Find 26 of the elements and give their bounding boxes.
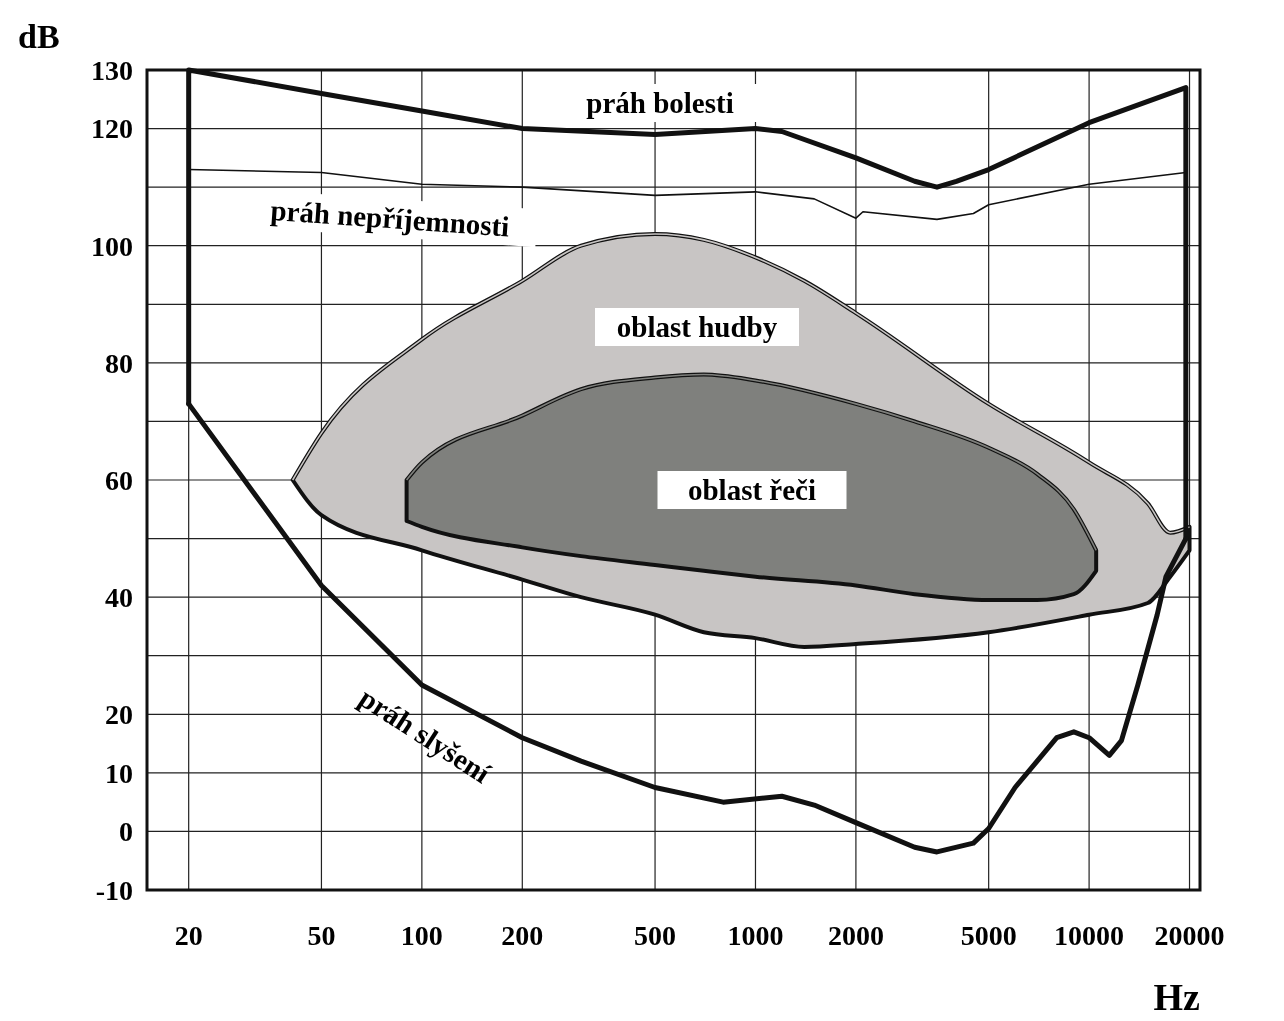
- x-tick-label: 20: [174, 920, 203, 951]
- annotation: oblast hudby: [616, 311, 778, 344]
- y-tick-label: 80: [105, 347, 133, 379]
- x-tick-label: 50: [307, 920, 336, 951]
- x-tick-label: 2000: [827, 920, 884, 951]
- y-tick-label: 20: [105, 699, 133, 731]
- x-tick-label: 200: [501, 920, 544, 951]
- x-tick-label: 5000: [960, 920, 1017, 951]
- x-tick-label: 100: [400, 920, 443, 951]
- y-tick-label: -10: [95, 874, 133, 906]
- x-tick-label: 20000: [1154, 920, 1225, 951]
- annotation: práh bolesti: [586, 87, 734, 120]
- y-tick-label: 0: [119, 816, 133, 848]
- x-tick-label: 500: [634, 920, 677, 951]
- y-tick-label: 60: [105, 464, 133, 496]
- annotation: oblast řeči: [687, 474, 817, 507]
- y-axis-title: dB: [18, 18, 60, 55]
- y-tick-label: 100: [91, 230, 133, 262]
- x-axis-title: Hz: [1153, 976, 1201, 1018]
- y-tick-label: 130: [91, 54, 133, 86]
- x-tick-label: 1000: [727, 920, 784, 951]
- y-tick-label: 10: [105, 757, 133, 789]
- y-tick-label: 40: [105, 581, 133, 613]
- x-tick-label: 10000: [1054, 920, 1125, 951]
- y-tick-label: 120: [91, 113, 133, 145]
- annotation: práh nepříjemnosti: [269, 193, 511, 243]
